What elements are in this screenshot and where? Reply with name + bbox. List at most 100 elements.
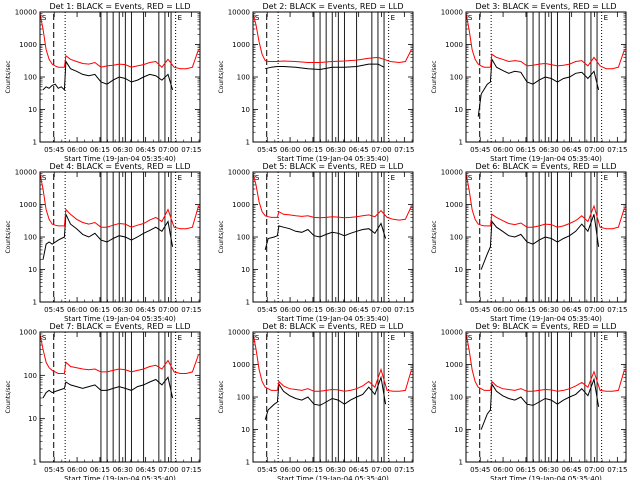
series-line-events [264,222,387,251]
y-tick-label: 10 [454,106,463,114]
x-tick-label: 06:30 [326,146,346,154]
y-tick-label: 1 [33,299,37,307]
series-line-events [42,376,174,399]
panel-title: Det 9: BLACK = Events, RED = LLD [476,322,617,331]
y-axis-label: Counts/sec [218,380,225,413]
y-tick-label: 1000 [445,41,463,49]
panel-title: Det 6: BLACK = Events, RED = LLD [476,162,617,171]
y-axis-label: Counts/sec [5,380,12,413]
x-tick-label: 06:45 [136,466,156,474]
y-tick-label: 1 [459,459,463,467]
x-tick-label: 06:30 [113,466,133,474]
x-tick-label: 05:45 [470,466,490,474]
x-tick-label: 05:45 [44,306,64,314]
x-tick-label: 07:15 [181,306,201,314]
plot-frame [465,331,627,463]
detector-panel-6: Det 6: BLACK = Events, RED = LLD Start Ti… [431,162,627,323]
x-tick-label: 07:15 [181,146,201,154]
detector-panel-7: Det 7: BLACK = Events, RED = LLD Start Ti… [5,322,201,480]
y-tick-label: 1000 [232,41,250,49]
y-tick-label: 10 [28,266,37,274]
y-tick-label: 10000 [228,329,250,337]
end-corner-label: E [178,14,182,22]
x-tick-label: 07:15 [394,306,414,314]
series-line-lld [466,173,625,230]
series-line-events [480,214,600,270]
y-tick-label: 100 [24,372,37,380]
y-tick-label: 1 [246,139,250,147]
series-line-events [42,59,174,92]
end-corner-label: E [178,334,182,342]
y-tick-label: 10 [28,415,37,423]
detector-panel-5: Det 5: BLACK = Events, RED = LLD Start Ti… [218,162,414,323]
series-line-lld [40,13,199,70]
x-tick-label: 06:45 [349,146,369,154]
plot-frame [39,171,201,303]
x-tick-label: 05:45 [44,146,64,154]
y-tick-label: 100 [450,74,463,82]
y-tick-label: 10000 [228,9,250,17]
x-tick-label: 06:30 [326,306,346,314]
x-tick-label: 07:00 [371,466,391,474]
start-corner-label: S [255,174,260,182]
x-tick-label: 05:45 [470,146,490,154]
x-tick-label: 06:30 [539,306,559,314]
x-axis-label: Start Time (19-Jan-04 05:35:40) [490,315,602,323]
x-tick-label: 06:15 [516,146,536,154]
x-tick-label: 06:00 [280,466,300,474]
series-line-events [477,57,600,117]
panel-title: Det 1: BLACK = Events, RED = LLD [50,2,191,11]
plot-frame [39,11,201,143]
x-tick-label: 06:30 [539,466,559,474]
x-axis-label: Start Time (19-Jan-04 05:35:40) [277,475,389,480]
series-line-lld [253,333,412,392]
series-line-lld [253,13,412,64]
series-line-lld [466,13,625,70]
x-tick-label: 07:15 [394,466,414,474]
x-tick-label: 07:15 [394,146,414,154]
panel-title: Det 5: BLACK = Events, RED = LLD [263,162,404,171]
x-tick-label: 06:45 [136,306,156,314]
x-axis-label: Start Time (19-Jan-04 05:35:40) [64,475,176,480]
detector-panel-4: Det 4: BLACK = Events, RED = LLD Start Ti… [5,162,201,323]
y-tick-label: 10000 [15,9,37,17]
x-tick-label: 06:45 [562,306,582,314]
y-tick-label: 1 [246,299,250,307]
end-corner-label: E [604,174,608,182]
panel-title: Det 7: BLACK = Events, RED = LLD [50,322,191,331]
y-tick-label: 10 [241,266,250,274]
x-axis-label: Start Time (19-Jan-04 05:35:40) [277,315,389,323]
y-tick-label: 10000 [228,169,250,177]
x-tick-label: 07:00 [371,146,391,154]
plot-frame [39,331,201,463]
x-tick-label: 07:00 [371,306,391,314]
x-tick-label: 06:00 [67,146,87,154]
x-axis-label: Start Time (19-Jan-04 05:35:40) [64,155,176,163]
y-tick-label: 1 [33,139,37,147]
series-line-events [42,214,174,260]
y-tick-label: 100 [24,234,37,242]
y-tick-label: 1000 [232,361,250,369]
x-tick-label: 06:00 [67,306,87,314]
x-tick-label: 06:00 [493,306,513,314]
x-tick-label: 06:30 [539,146,559,154]
y-tick-label: 1000 [445,361,463,369]
x-axis-label: Start Time (19-Jan-04 05:35:40) [490,475,602,480]
panel-title: Det 8: BLACK = Events, RED = LLD [263,322,404,331]
y-axis-label: Counts/sec [218,60,225,93]
x-tick-label: 06:15 [516,306,536,314]
series-line-lld [40,333,199,374]
y-tick-label: 1 [33,459,37,467]
series-line-events [265,63,385,71]
y-tick-label: 10000 [15,169,37,177]
x-tick-label: 06:45 [562,146,582,154]
x-tick-label: 06:00 [67,466,87,474]
y-tick-label: 1 [459,139,463,147]
start-corner-label: S [468,174,473,182]
x-tick-label: 06:45 [349,466,369,474]
start-corner-label: S [42,14,47,22]
y-tick-label: 10 [454,426,463,434]
y-tick-label: 100 [450,394,463,402]
y-axis-label: Counts/sec [5,220,12,253]
